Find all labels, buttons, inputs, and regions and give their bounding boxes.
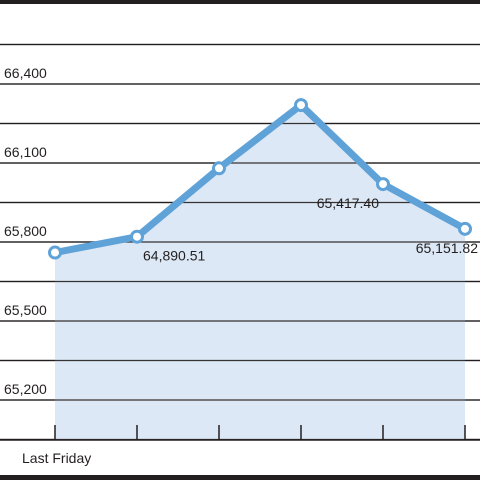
- y-tick-label: 66,400: [4, 65, 47, 81]
- data-label: 65,151.82: [416, 240, 478, 256]
- y-tick-label: 66,100: [4, 144, 47, 160]
- data-point-marker: [212, 161, 226, 176]
- data-point-marker: [48, 245, 62, 260]
- data-point-marker: [376, 177, 390, 192]
- series-line-layer: [51, 101, 469, 257]
- data-point-marker: [130, 229, 144, 244]
- markers: [48, 98, 472, 260]
- area-fill: [55, 105, 465, 441]
- top-frame-bar: [0, 0, 480, 4]
- y-tick-label: 65,500: [4, 302, 47, 318]
- data-label: 65,417.40: [317, 195, 379, 211]
- data-label: 64,890.51: [143, 248, 205, 264]
- data-point-marker: [294, 98, 308, 113]
- x-tick-label-last-friday: Last Friday: [22, 450, 91, 466]
- y-tick-label: 65,200: [4, 381, 47, 397]
- labels: 65,200 65,500 65,800 66,100 66,400 64,890.51 6…: [4, 65, 478, 397]
- series-line: [51, 101, 469, 257]
- bottom-frame-bar: [0, 475, 480, 480]
- y-tick-label: 65,800: [4, 223, 47, 239]
- x-axis: [0, 425, 480, 441]
- area-layer: [0, 43, 480, 441]
- data-point-marker: [458, 221, 472, 236]
